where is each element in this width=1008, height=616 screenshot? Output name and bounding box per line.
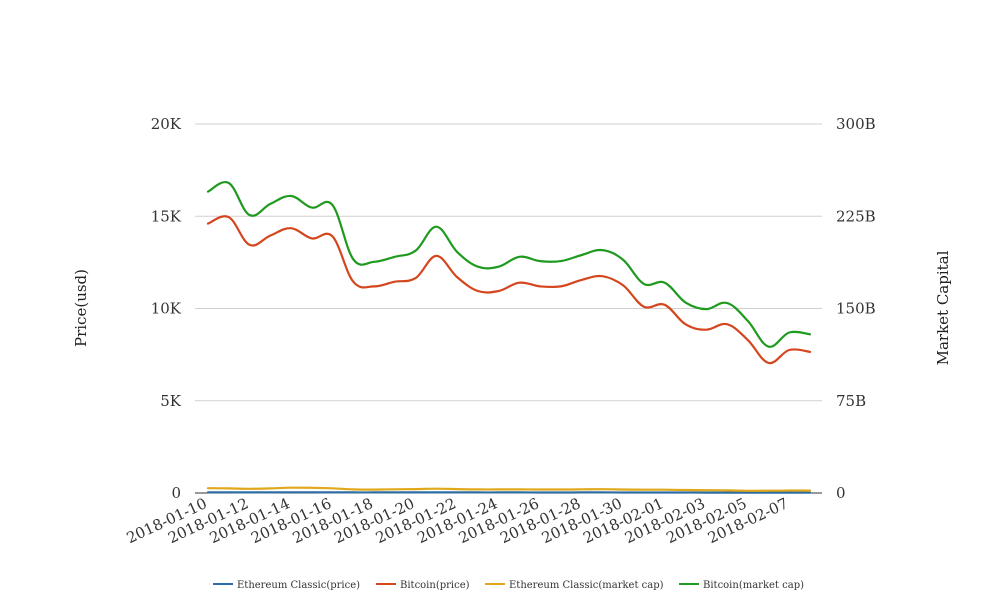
- series-lines: [206, 181, 812, 494]
- series-line-bitcoin-market-cap: [206, 181, 812, 348]
- right-y-tick-label: 225B: [836, 207, 876, 225]
- left-y-tick-label: 15K: [151, 207, 182, 225]
- left-y-tick-label: 20K: [151, 115, 182, 133]
- right-y-axis-title: Market Capital: [934, 250, 952, 365]
- legend-label: Bitcoin(price): [400, 580, 470, 591]
- right-y-tick-label: 0: [836, 484, 846, 502]
- x-axis-ticks: 2018-01-102018-01-122018-01-142018-01-16…: [124, 494, 791, 547]
- legend-label: Bitcoin(market cap): [703, 580, 804, 591]
- left-y-tick-label: 0: [171, 484, 181, 502]
- series-line-ethereum-classic-market-cap: [206, 486, 812, 492]
- right-y-tick-label: 300B: [836, 115, 876, 133]
- left-y-axis-title: Price(usd): [72, 269, 90, 347]
- left-y-tick-label: 5K: [160, 392, 182, 410]
- left-y-axis-ticks: 0 5K 10K 15K 20K: [151, 115, 182, 502]
- legend: Ethereum Classic(price) Bitcoin(price) Eth…: [213, 580, 804, 591]
- right-y-axis-ticks: 0 75B 150B 225B 300B: [836, 115, 876, 502]
- legend-label: Ethereum Classic(price): [237, 580, 360, 591]
- gridlines: [195, 123, 822, 494]
- right-y-tick-label: 150B: [836, 300, 876, 318]
- legend-label: Ethereum Classic(market cap): [509, 580, 664, 591]
- right-y-tick-label: 75B: [836, 392, 866, 410]
- series-line-bitcoin-price: [206, 215, 812, 365]
- left-y-tick-label: 10K: [151, 300, 182, 318]
